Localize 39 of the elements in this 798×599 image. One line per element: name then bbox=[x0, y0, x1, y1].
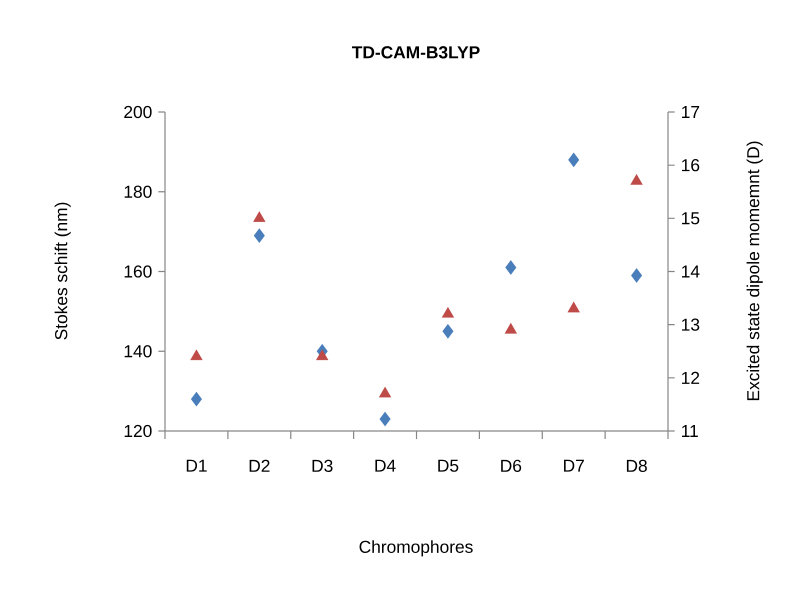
y-tick-label: 200 bbox=[124, 106, 152, 118]
point bbox=[568, 152, 580, 168]
y2-tick-label: 17 bbox=[682, 106, 700, 118]
x-tick-label: D3 bbox=[312, 460, 333, 472]
point bbox=[504, 323, 517, 334]
point bbox=[631, 268, 642, 283]
y-tick-label: 120 bbox=[124, 424, 152, 438]
y2-tick-label: 16 bbox=[682, 159, 700, 172]
point bbox=[253, 211, 266, 222]
point bbox=[190, 350, 202, 360]
point bbox=[380, 412, 391, 426]
point bbox=[568, 302, 580, 312]
point bbox=[442, 324, 454, 339]
y2-tick-label: 15 bbox=[682, 212, 700, 224]
x-tick-label: D1 bbox=[186, 460, 207, 472]
chart-title: TD-CAM-B3LYP bbox=[352, 46, 480, 58]
y2-axis-title: Excited state dipole momemnt (D) bbox=[746, 142, 763, 400]
point bbox=[442, 307, 454, 318]
y-axis-title: Stokes schift (nm) bbox=[54, 202, 71, 340]
x-tick-label: D7 bbox=[564, 460, 584, 472]
point bbox=[630, 174, 643, 185]
y2-tick-label: 13 bbox=[682, 318, 700, 331]
y2-tick-label: 12 bbox=[682, 372, 700, 384]
y-tick-label: 180 bbox=[124, 186, 152, 198]
y2-tick-label: 14 bbox=[682, 266, 700, 278]
point bbox=[505, 260, 516, 275]
point bbox=[254, 228, 265, 243]
x-axis-title: Chromophores bbox=[360, 540, 473, 556]
y-tick-label: 160 bbox=[124, 265, 152, 278]
x-tick-label: D6 bbox=[501, 460, 522, 472]
point bbox=[190, 392, 202, 406]
y2-tick-label: 11 bbox=[682, 425, 698, 437]
x-tick-label: D5 bbox=[438, 460, 458, 472]
y-tick-label: 140 bbox=[124, 345, 152, 358]
x-tick-label: D2 bbox=[250, 460, 270, 472]
point bbox=[316, 350, 328, 360]
x-tick-label: D4 bbox=[375, 460, 396, 472]
x-tick-label: D8 bbox=[626, 460, 647, 472]
point bbox=[379, 386, 392, 398]
